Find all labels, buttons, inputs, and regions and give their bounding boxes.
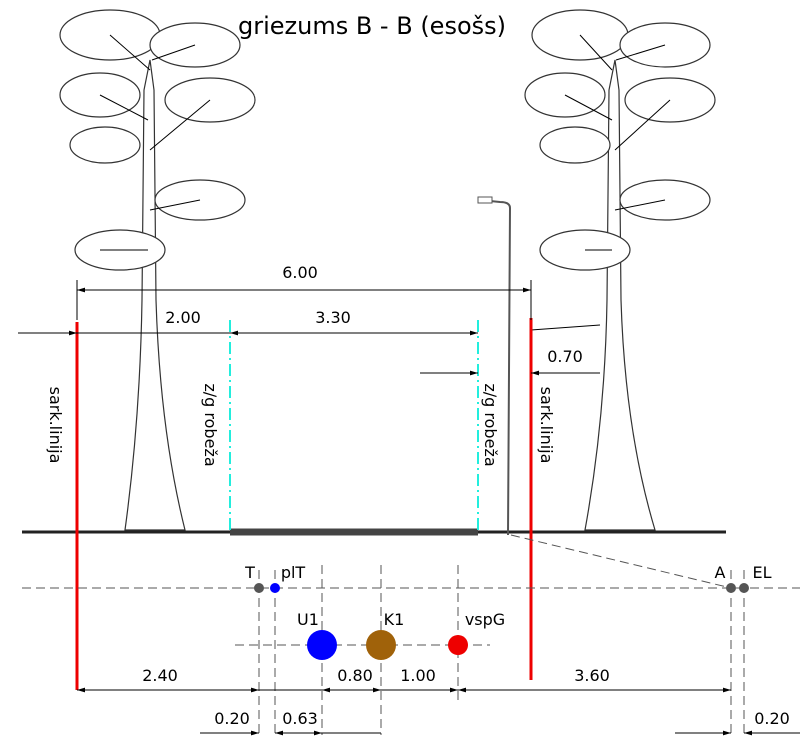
utility-label: plT xyxy=(281,563,306,582)
utility-label: U1 xyxy=(297,610,319,629)
dimension-label: 0.80 xyxy=(337,666,373,685)
utility-point xyxy=(307,630,337,660)
utility-label: A xyxy=(715,563,726,582)
dimension-label: 0.20 xyxy=(754,709,790,728)
utility-label: T xyxy=(244,563,255,582)
utility-point xyxy=(366,630,396,660)
lamp-pole xyxy=(479,199,512,536)
utility-point xyxy=(726,583,736,593)
dimension-label: 6.00 xyxy=(282,263,318,282)
tree-right xyxy=(524,9,716,531)
vertical-label: sark.linija xyxy=(46,387,65,464)
utility-point xyxy=(254,583,264,593)
utility-point xyxy=(739,583,749,593)
dimension-label: 3.30 xyxy=(315,308,351,327)
utility-point xyxy=(448,635,468,655)
utility-label: K1 xyxy=(384,610,405,629)
dimension-label: 0.63 xyxy=(282,709,318,728)
tree-left xyxy=(59,9,256,531)
dimension-label: 0.20 xyxy=(214,709,250,728)
top-dimensions xyxy=(18,280,600,376)
dimension-label: 2.00 xyxy=(165,308,201,327)
utility-label: vspG xyxy=(465,610,505,629)
dimension-label: 0.70 xyxy=(547,347,583,366)
dimension-label: 1.00 xyxy=(400,666,436,685)
vertical-label: sark.linija xyxy=(537,387,556,464)
title: griezums B - B (esošs) xyxy=(238,12,506,40)
dimension-label: 3.60 xyxy=(574,666,610,685)
dimension-label: 2.40 xyxy=(142,666,178,685)
lamp-head xyxy=(477,196,493,204)
utility-point xyxy=(270,583,280,593)
vertical-label: z/g robeža xyxy=(481,383,500,466)
utility-guides xyxy=(22,534,800,735)
bottom-dimensions xyxy=(77,687,800,736)
utility-label: EL xyxy=(752,563,771,582)
vertical-label: z/g robeža xyxy=(201,383,220,466)
